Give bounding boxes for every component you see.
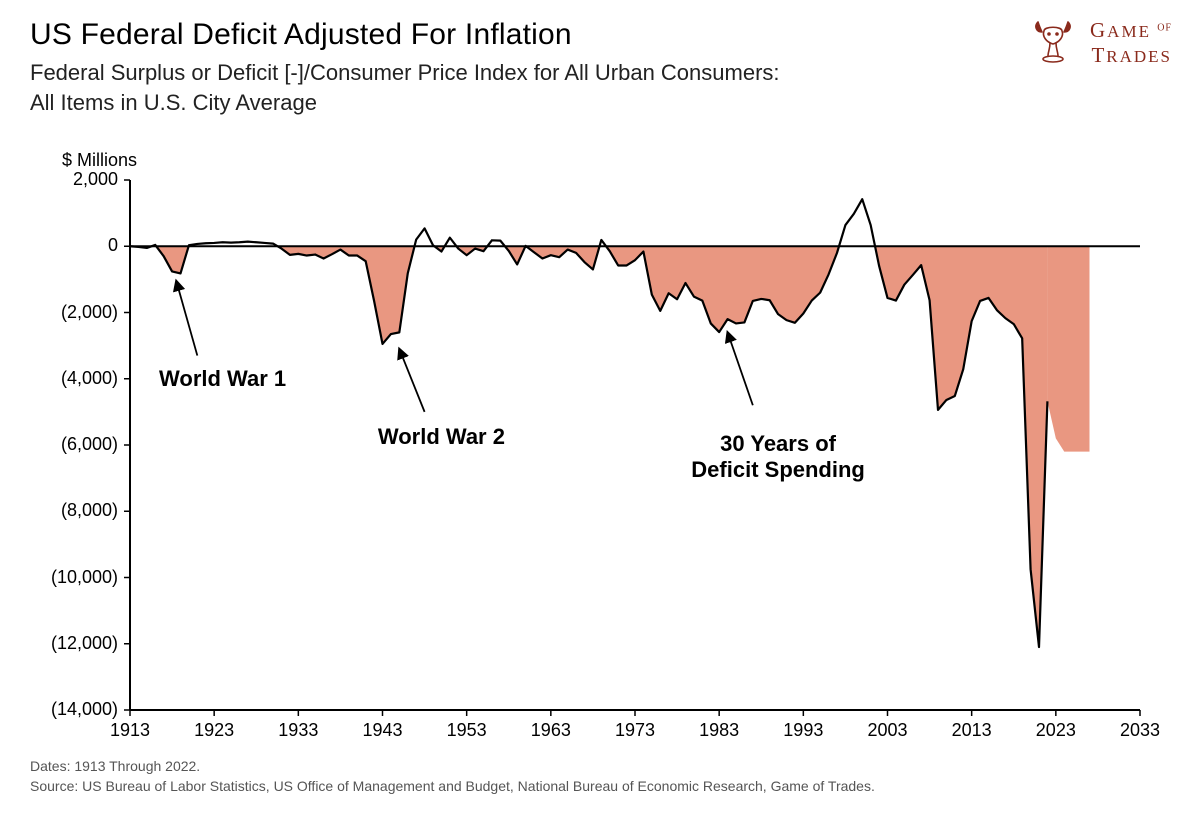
chart-annotation: 30 Years of Deficit Spending	[678, 431, 878, 484]
x-tick-label: 1953	[437, 720, 497, 741]
chart-annotation: World War 2	[341, 424, 541, 450]
y-tick-label: (8,000)	[38, 500, 118, 521]
y-tick-label: (14,000)	[38, 699, 118, 720]
y-tick-label: (2,000)	[38, 302, 118, 323]
x-tick-label: 1973	[605, 720, 665, 741]
y-tick-label: 0	[38, 235, 118, 256]
chart-plot	[0, 0, 1200, 813]
chart-annotation: World War 1	[123, 366, 323, 392]
y-tick-label: (12,000)	[38, 633, 118, 654]
y-tick-label: (10,000)	[38, 567, 118, 588]
y-tick-label: 2,000	[38, 169, 118, 190]
x-tick-label: 2033	[1110, 720, 1170, 741]
x-tick-label: 1913	[100, 720, 160, 741]
x-tick-label: 2003	[858, 720, 918, 741]
x-tick-label: 1993	[773, 720, 833, 741]
footer-source: Source: US Bureau of Labor Statistics, U…	[30, 778, 875, 794]
y-tick-label: (6,000)	[38, 434, 118, 455]
x-tick-label: 1933	[268, 720, 328, 741]
x-tick-label: 1963	[521, 720, 581, 741]
x-tick-label: 1983	[689, 720, 749, 741]
x-tick-label: 2013	[942, 720, 1002, 741]
y-tick-label: (4,000)	[38, 368, 118, 389]
x-tick-label: 1923	[184, 720, 244, 741]
footer-dates: Dates: 1913 Through 2022.	[30, 758, 200, 774]
x-tick-label: 1943	[353, 720, 413, 741]
chart-page: { "title": "US Federal Deficit Adjusted …	[0, 0, 1200, 813]
x-tick-label: 2023	[1026, 720, 1086, 741]
